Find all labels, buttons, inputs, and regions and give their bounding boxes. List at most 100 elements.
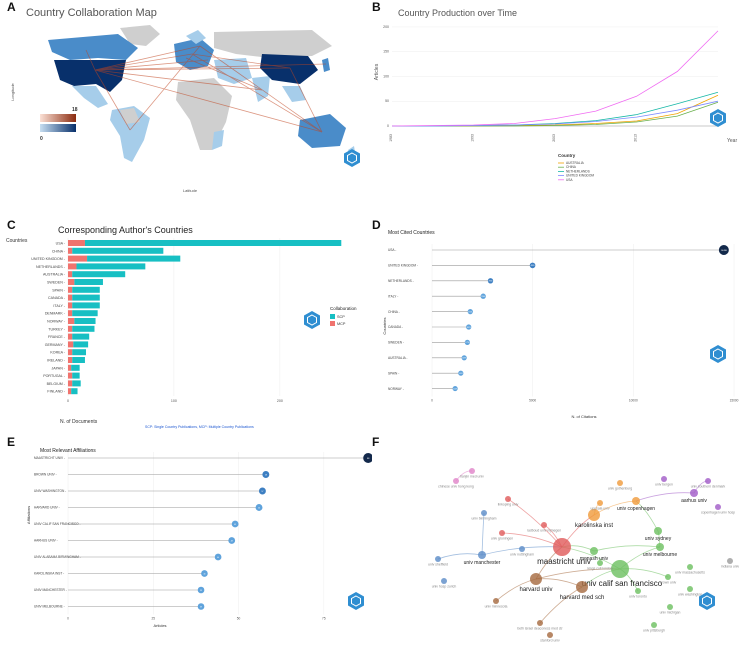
bar-category-label: IRELAND - <box>47 359 66 363</box>
network-node <box>541 522 547 528</box>
network-node-label: univ sheffield <box>428 562 448 566</box>
network-node-label: indiana univ <box>721 564 739 568</box>
bar-scp-norway <box>74 318 96 324</box>
network-node-label: univ nottingham <box>510 552 534 556</box>
network-node-label: monash univ <box>580 556 609 562</box>
map-legend-min: 0 <box>40 136 43 142</box>
bar-scp-finland <box>71 388 78 395</box>
network-node-label: copenhagen univ hosp <box>701 510 735 514</box>
bar-chart-legend-title: Collaboration <box>330 306 357 311</box>
affil-chart-lollipops: 88 58 57 56 49 48 44 40 39 39 <box>68 453 372 610</box>
bar-category-label: GERMANY - <box>45 343 66 347</box>
journal-logo-icon <box>710 345 726 363</box>
network-node <box>635 588 641 594</box>
cited-point <box>452 386 458 392</box>
cited-point <box>529 262 536 269</box>
cited-value-label: 1901 <box>468 311 472 313</box>
network-node-label: univ michigan <box>660 610 681 614</box>
bar-legend-label: SCP <box>337 315 345 319</box>
line-series-usa <box>391 30 719 127</box>
network-node-label: univ massachusetts <box>675 570 705 574</box>
line-chart-legend-title: Country <box>558 153 576 158</box>
cited-chart-lollipops: 14496 4995 2906 2544 1901 1823 1756 1599 1431 114… <box>432 245 729 392</box>
cited-value-label: 1599 <box>462 358 466 360</box>
network-node <box>611 560 629 578</box>
network-node-label: harvard med sch <box>560 595 605 601</box>
network-node-label: stanford univ <box>540 638 560 642</box>
cited-chart-category-labels: USA - UNITED KINGDOM - NETHERLANDS - ITALY … <box>388 248 418 391</box>
network-node <box>715 504 721 510</box>
bar-category-label: JAPAN - <box>51 366 65 370</box>
network-node <box>588 509 600 521</box>
network-node <box>632 497 640 505</box>
bar-chart-category-labels: USA - CHINA - UNITED KINGDOM - NETHERLANDS … <box>31 242 66 394</box>
affil-value-label: 49 <box>234 524 236 526</box>
affil-value-label: 48 <box>231 540 233 542</box>
network-node-label: chinese univ hong kong <box>438 484 474 488</box>
collaboration-map-panel: Country Collaboration Map Latitude Longi… <box>10 7 360 193</box>
network-node <box>727 558 733 564</box>
bar-category-label: CANADA - <box>48 296 66 300</box>
bar-mcp-australia <box>68 271 73 278</box>
affil-point <box>231 520 239 528</box>
cited-chart-grid <box>431 244 735 397</box>
network-node-label: aarhus univ <box>681 498 707 504</box>
bar-scp-spain <box>72 286 100 293</box>
line-legend-label: CHINA <box>566 165 577 169</box>
affil-value-label: 57 <box>261 491 263 493</box>
network-node <box>530 573 542 585</box>
line-legend-label: NETHERLANDS <box>566 169 590 173</box>
line-chart-ytick-label: 100 <box>383 74 389 78</box>
bar-mcp-canada <box>68 294 73 301</box>
bar-mcp-netherlands <box>68 263 77 270</box>
cited-chart-title: Most Cited Countries <box>388 230 435 236</box>
bar-scp-netherlands <box>76 263 146 270</box>
affil-value-label: 58 <box>265 474 267 476</box>
line-legend-label: USA <box>566 178 573 182</box>
network-node-label: univ minnesota <box>485 604 508 608</box>
network-node-label: maastricht univ <box>537 557 591 566</box>
bar-category-label: KOREA - <box>50 351 65 355</box>
cited-category-label: ITALY - <box>388 294 398 298</box>
bar-scp-korea <box>72 349 87 356</box>
line-legend-label: AUSTRALIA <box>566 161 585 165</box>
line-chart-title: Country Production over Time <box>398 8 517 18</box>
cited-category-label: UNITED KINGDOM - <box>388 264 418 268</box>
line-chart-series <box>391 30 719 127</box>
network-node-label: univ pittsburgh <box>643 628 665 632</box>
bar-scp-united-kingdom <box>87 255 181 262</box>
network-node <box>537 620 543 626</box>
map-title: Country Collaboration Map <box>26 7 157 19</box>
network-node <box>519 546 525 552</box>
most-cited-countries-panel: Most Cited Countries Countries N. of Cit… <box>382 230 739 419</box>
collaboration-links <box>85 45 327 133</box>
bar-mcp-france <box>68 333 73 340</box>
network-node <box>661 476 667 482</box>
cited-category-label: SPAIN - <box>388 371 399 375</box>
cited-value-label: 1149 <box>453 388 457 390</box>
affil-chart-ylabel: Affiliations <box>26 506 31 524</box>
bar-mcp-spain <box>68 286 73 293</box>
affil-chart-grid <box>67 452 325 615</box>
bar-mcp-korea <box>68 349 73 356</box>
bar-legend-label: MCP <box>337 322 346 326</box>
cited-value-label: 1756 <box>465 342 469 344</box>
most-relevant-affiliations-panel: Most Relevant Affiliations Affiliations … <box>26 448 372 628</box>
bar-category-label: CHINA - <box>52 249 66 253</box>
network-node <box>576 581 588 593</box>
bar-scp-japan <box>71 364 80 371</box>
production-over-time-panel: Country Production over Time Articles Ye… <box>374 8 737 182</box>
australia-shape <box>298 114 346 148</box>
bar-mcp-germany <box>68 341 74 348</box>
bar-chart-xtick-label: 0 <box>67 399 69 403</box>
network-node <box>690 489 698 497</box>
network-edge <box>437 553 483 560</box>
bar-mcp-japan <box>68 364 72 371</box>
panel-letter-e: E <box>7 435 16 449</box>
line-chart-yticks: 0 50 100 150 200 <box>383 25 389 128</box>
bar-mcp-china <box>68 247 73 254</box>
bar-category-label: USA - <box>56 242 66 246</box>
bar-category-label: AUSTRALIA - <box>43 273 66 277</box>
line-chart-ytick-label: 150 <box>383 50 389 54</box>
cited-xtick-label: 0 <box>431 399 433 403</box>
